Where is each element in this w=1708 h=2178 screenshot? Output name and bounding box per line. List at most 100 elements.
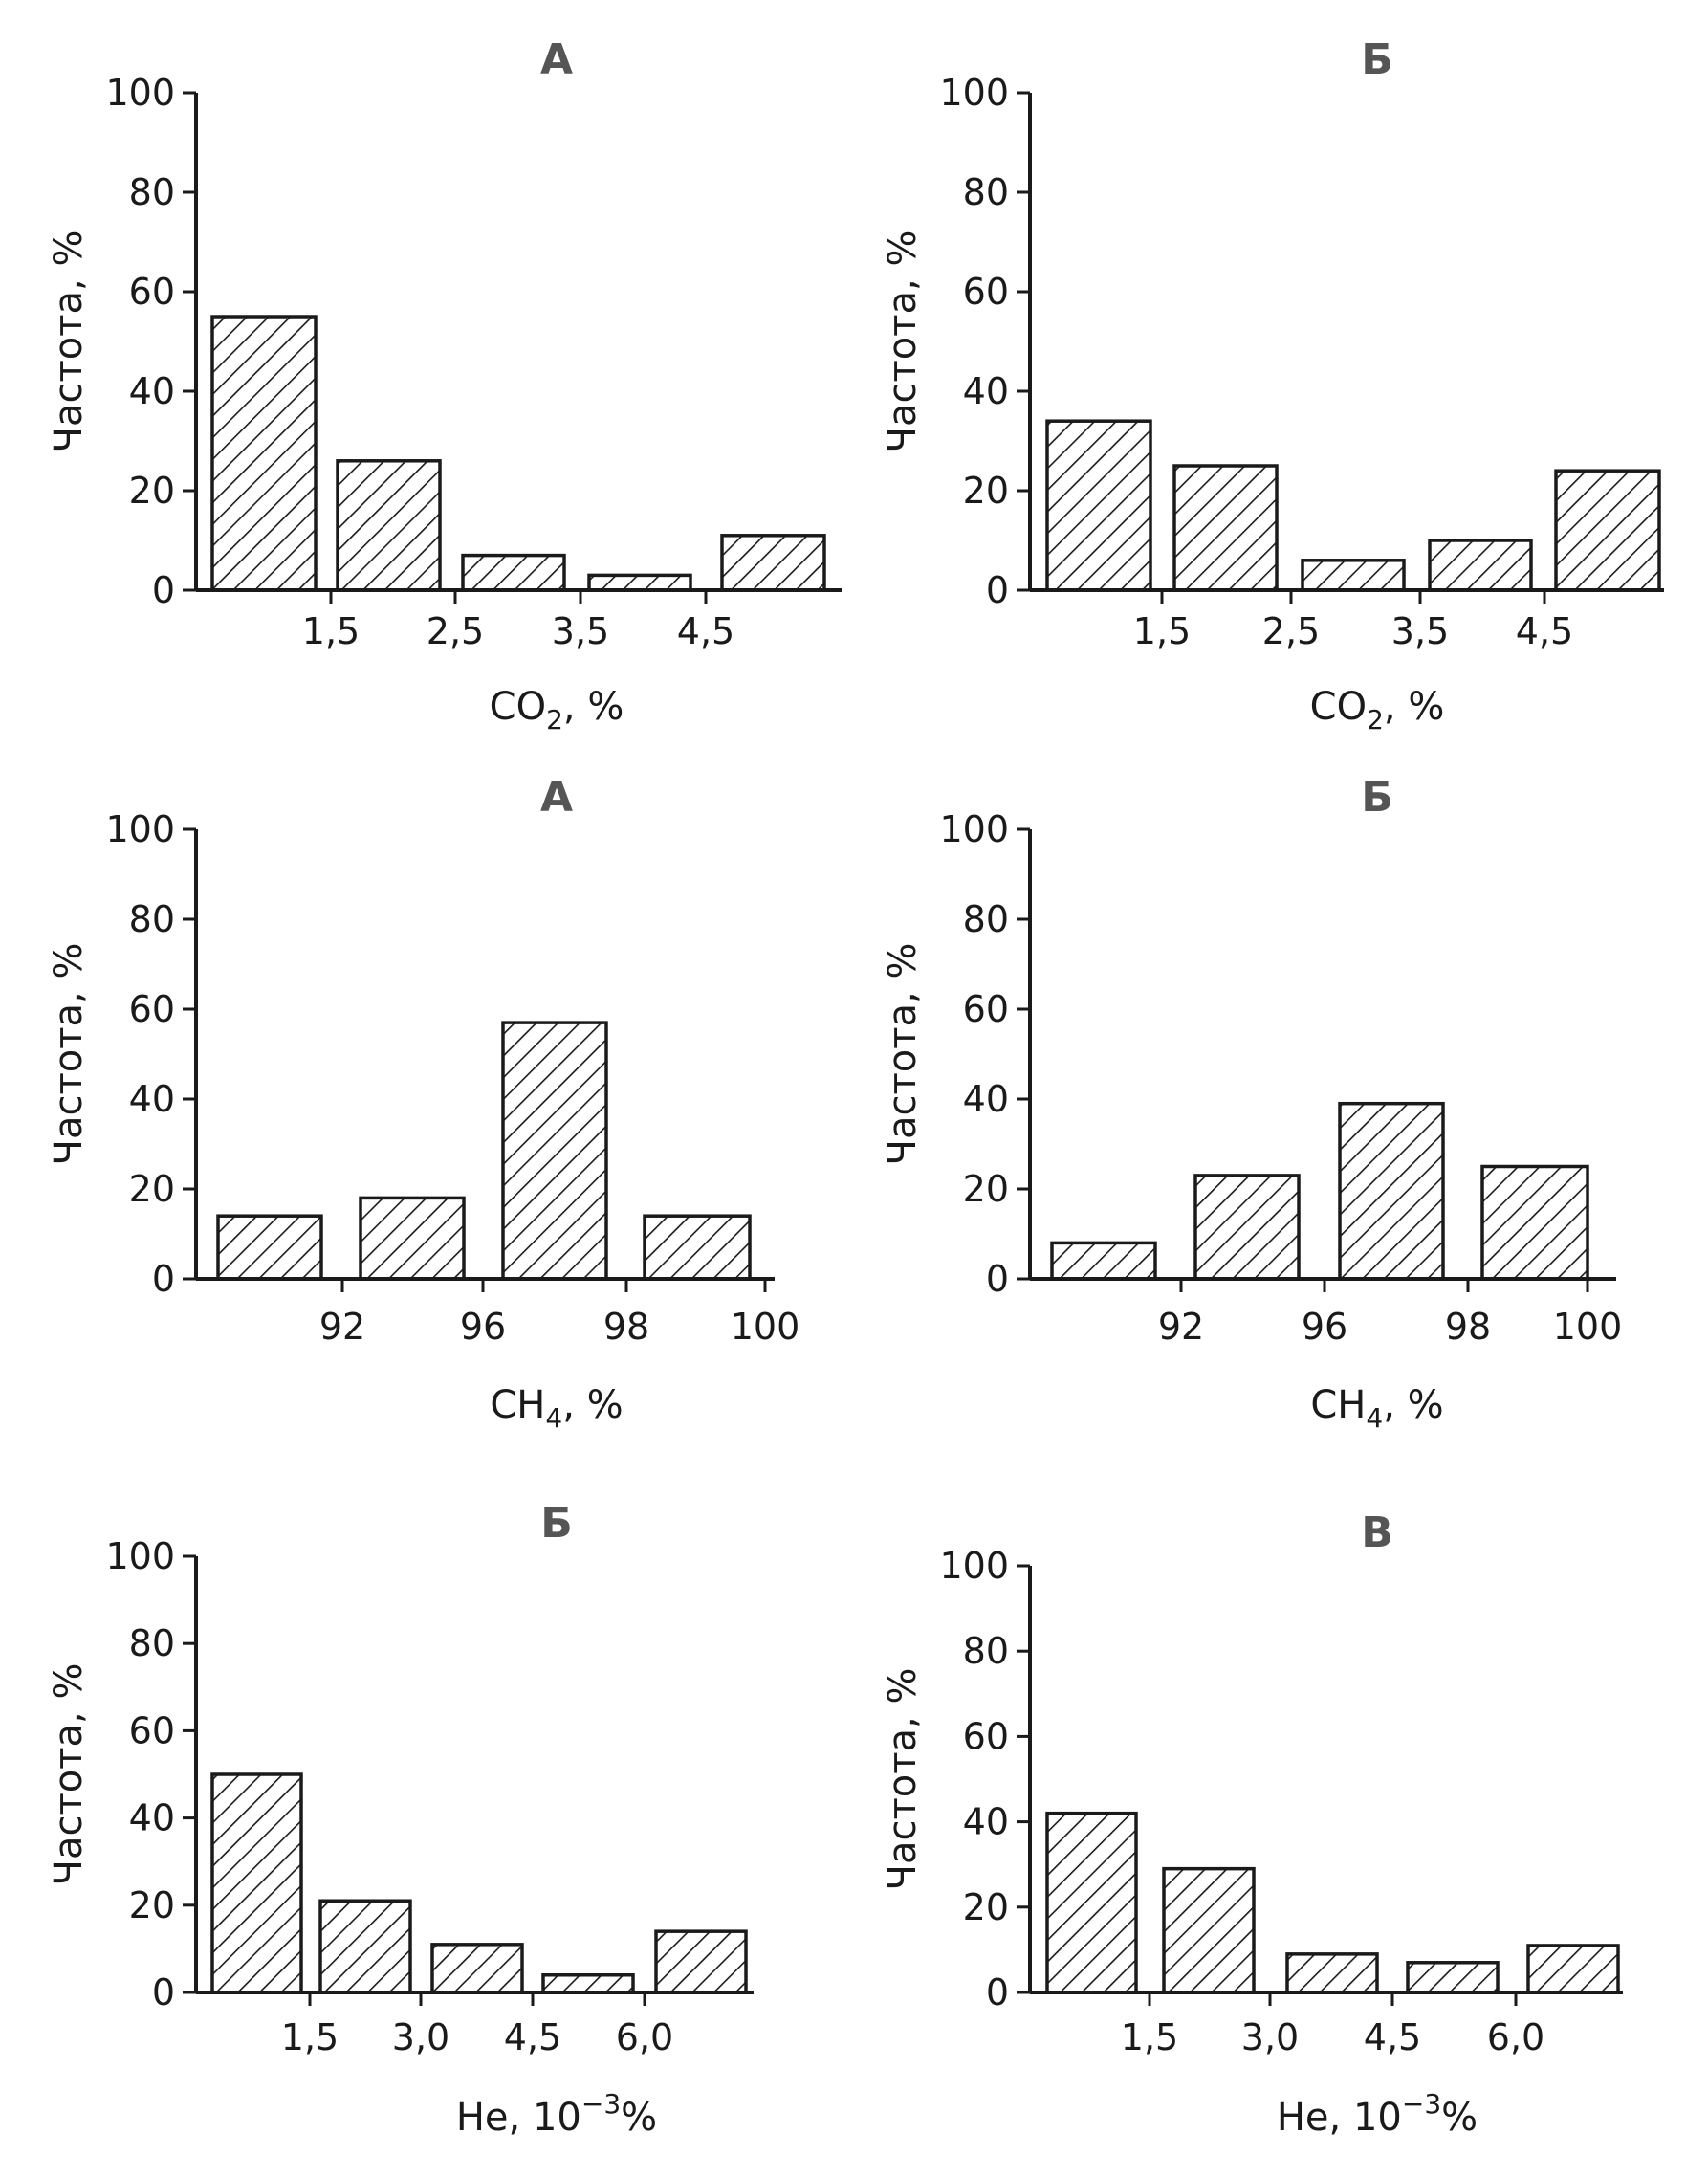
x-tick-label: 96 <box>460 1306 506 1348</box>
x-tick-label: 4,5 <box>504 2016 561 2058</box>
x-tick-label: 98 <box>1445 1306 1491 1348</box>
y-tick-label: 100 <box>939 1545 1009 1587</box>
histogram-bar <box>1045 1811 1138 1994</box>
histogram-bar <box>1406 1961 1500 1994</box>
panel-title: А <box>540 773 573 822</box>
y-axis-label: Частота, % <box>47 943 91 1166</box>
histogram-panel: В 0 20 40 60 80 100 1,5 3,0 4,5 6,0 Частота, % He, 1… <box>881 1508 1623 2140</box>
y-tick-label: 0 <box>986 569 1009 611</box>
histogram-panel: Б 0 20 40 60 80 100 1,5 3,0 4,5 6,0 Частота, % He, 1… <box>47 1499 754 2140</box>
y-axis-label: Частота, % <box>47 231 91 453</box>
histogram-panel: Б 0 20 40 60 80 100 92 96 98 100 Частота, % CH4, % <box>881 773 1622 1434</box>
y-tick-label: 100 <box>105 1535 175 1577</box>
histogram-bar <box>1526 1944 1620 1994</box>
panel-title: В <box>1361 1508 1393 1557</box>
histogram-bar <box>336 459 442 592</box>
y-axis-label: Частота, % <box>881 943 925 1166</box>
y-tick-label: 20 <box>129 1168 175 1210</box>
y-tick-label: 80 <box>963 898 1009 940</box>
x-axis-label: He, 10−3% <box>1277 2088 1478 2140</box>
y-tick-label: 20 <box>129 470 175 512</box>
x-tick-label: 1,5 <box>281 2016 339 2058</box>
x-tick-label: 4,5 <box>1516 610 1573 652</box>
y-tick-label: 40 <box>129 1078 175 1120</box>
y-tick-label: 0 <box>986 1971 1009 2013</box>
x-tick-label: 4,5 <box>677 610 734 652</box>
x-tick-label: 4,5 <box>1364 2016 1421 2058</box>
y-tick-label: 60 <box>963 271 1009 313</box>
y-tick-label: 80 <box>129 1622 175 1664</box>
histogram-panel: Б 0 20 40 60 80 100 1,5 2,5 3,5 4,5 Частота, % CO2, … <box>881 35 1664 736</box>
x-tick-label: 3,0 <box>1241 2016 1299 2058</box>
x-axis-label-main: CH <box>1310 1383 1366 1427</box>
x-axis-label: CH4, % <box>490 1383 623 1434</box>
y-tick-label: 100 <box>939 808 1009 850</box>
x-axis-label-main: CO <box>1310 685 1367 729</box>
y-tick-label: 40 <box>129 370 175 412</box>
panel-title: Б <box>1361 35 1393 84</box>
y-tick-label: 60 <box>129 271 175 313</box>
histogram-panel: А 0 20 40 60 80 100 1,5 2,5 3,5 4,5 Частота, % CO2, … <box>47 35 842 736</box>
histogram-bar <box>1193 1174 1301 1281</box>
histogram-bar <box>720 534 826 592</box>
histogram-bar <box>1428 539 1533 592</box>
x-tick-label: 92 <box>319 1306 365 1348</box>
histogram-bar <box>216 1214 323 1281</box>
y-axis-label: Частота, % <box>881 231 925 453</box>
x-axis-label-main: CH <box>490 1383 545 1427</box>
x-axis-label-subscript: 4 <box>1366 1402 1383 1434</box>
histogram-bar <box>210 1772 303 1994</box>
x-tick-label: 3,0 <box>392 2016 449 2058</box>
x-tick-label: 1,5 <box>1121 2016 1178 2058</box>
x-tick-label: 6,0 <box>616 2016 673 2058</box>
x-axis-label: He, 10−3% <box>456 2088 657 2140</box>
x-tick-label: 1,5 <box>1133 610 1191 652</box>
histogram-bar <box>643 1214 752 1281</box>
x-tick-label: 100 <box>1553 1306 1623 1348</box>
y-tick-label: 80 <box>129 898 175 940</box>
x-axis-label-unit: % <box>1441 2096 1478 2140</box>
y-tick-label: 40 <box>129 1797 175 1839</box>
histogram-bar <box>359 1196 466 1281</box>
panel-title: Б <box>1361 773 1393 822</box>
histogram-bar <box>1338 1101 1445 1281</box>
y-tick-label: 0 <box>152 1258 175 1300</box>
x-axis-label-unit: , % <box>563 685 624 729</box>
x-axis-label-main: He, 10 <box>456 2096 581 2140</box>
histogram-bar <box>1554 469 1661 592</box>
x-tick-label: 3,5 <box>1391 610 1449 652</box>
y-tick-label: 100 <box>105 808 175 850</box>
histogram-bar <box>1050 1241 1157 1281</box>
y-tick-label: 60 <box>963 1715 1009 1757</box>
histogram-bar <box>1301 559 1406 592</box>
x-axis-label-unit: , % <box>1384 685 1444 729</box>
y-tick-label: 80 <box>963 1630 1009 1672</box>
x-axis-label-unit: % <box>621 2096 657 2140</box>
y-tick-label: 40 <box>963 370 1009 412</box>
x-tick-label: 96 <box>1302 1306 1347 1348</box>
histogram-bar <box>654 1929 748 1994</box>
histogram-bar <box>1045 419 1152 592</box>
histogram-bar <box>1162 1866 1256 1994</box>
x-axis-label: CH4, % <box>1310 1383 1443 1434</box>
x-tick-label: 98 <box>603 1306 649 1348</box>
histogram-bar <box>1480 1164 1589 1281</box>
histogram-bar <box>430 1943 524 1994</box>
x-axis-label-unit: , % <box>1383 1383 1443 1427</box>
y-tick-label: 20 <box>963 470 1009 512</box>
x-axis-label-main: CO <box>490 685 546 729</box>
y-tick-label: 0 <box>152 1971 175 2013</box>
x-axis-label-main: He, 10 <box>1277 2096 1402 2140</box>
histogram-bar <box>461 553 566 592</box>
x-axis-label-subscript: 2 <box>546 704 563 736</box>
histogram-bar <box>587 573 692 592</box>
y-axis-label: Частота, % <box>881 1668 925 1891</box>
histogram-bar <box>1172 464 1279 592</box>
x-axis-label: CO2, % <box>490 685 624 736</box>
x-axis-label-subscript: 4 <box>545 1402 562 1434</box>
y-tick-label: 100 <box>939 72 1009 114</box>
y-tick-label: 60 <box>129 1709 175 1751</box>
panel-title: А <box>540 35 573 84</box>
y-tick-label: 0 <box>152 569 175 611</box>
